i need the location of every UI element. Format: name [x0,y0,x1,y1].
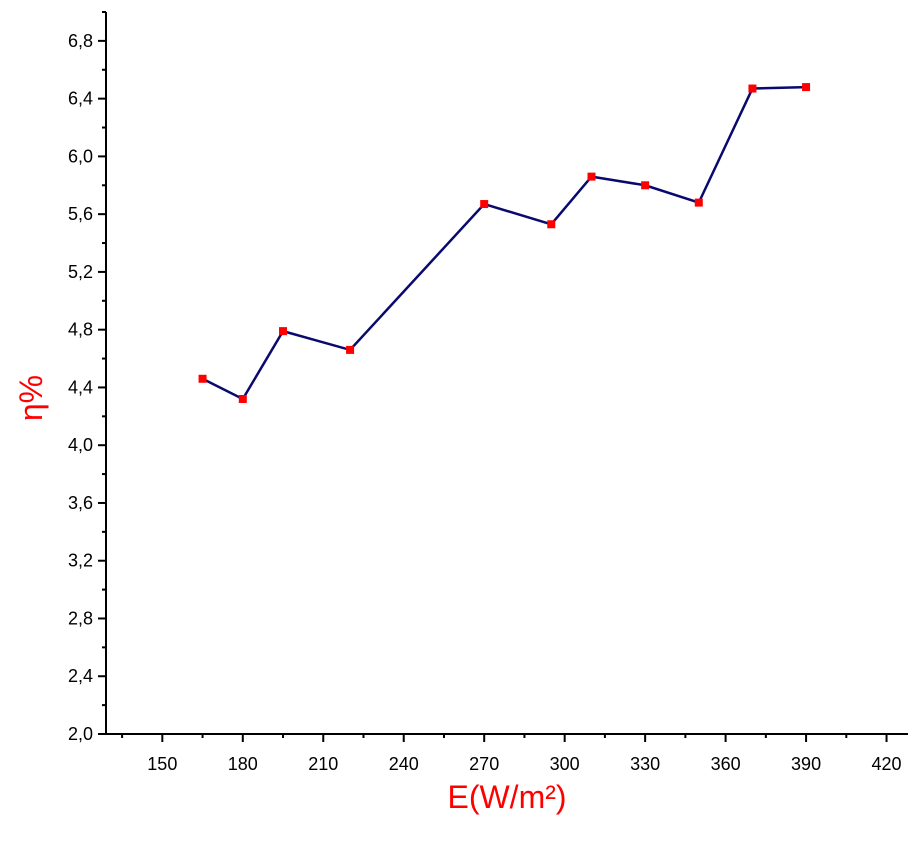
x-tick-label: 330 [630,754,660,774]
point-marker [748,84,757,93]
x-tick-label: 360 [711,754,741,774]
point-marker [641,181,650,190]
y-tick-label: 6,0 [68,146,93,166]
y-tick-label: 2,4 [68,666,93,686]
series-line [202,85,807,401]
x-tick-label: 390 [791,754,821,774]
x-tick-label: 420 [872,754,902,774]
y-tick-label: 6,8 [68,31,93,51]
y-tick-label: 3,2 [68,551,93,571]
y-tick-label: 4,8 [68,320,93,340]
y-tick-label: 5,2 [68,262,93,282]
point-marker [346,345,355,354]
x-tick-label: 300 [550,754,580,774]
point-marker [587,172,596,181]
x-tick-label: 210 [308,754,338,774]
point-marker [547,220,556,229]
point-marker [279,327,288,336]
x-tick-label: 180 [228,754,258,774]
x-tick-label: 150 [147,754,177,774]
y-tick-label: 2,0 [68,724,93,744]
y-tick-label: 2,8 [68,608,93,628]
point-marker [480,200,489,209]
point-marker [238,394,247,403]
y-tick-label: 3,6 [68,493,93,513]
point-marker [802,83,811,92]
y-tick-label: 6,4 [68,89,93,109]
y-tick-label: 5,6 [68,204,93,224]
y-axis-title: η% [13,375,49,421]
y-tick-label: 4,4 [68,377,93,397]
y-tick-label: 4,0 [68,435,93,455]
x-tick-label: 240 [389,754,419,774]
point-marker [694,198,703,207]
point-marker [198,374,207,383]
x-tick-label: 270 [469,754,499,774]
x-axis-title: E(W/m²) [447,779,566,815]
